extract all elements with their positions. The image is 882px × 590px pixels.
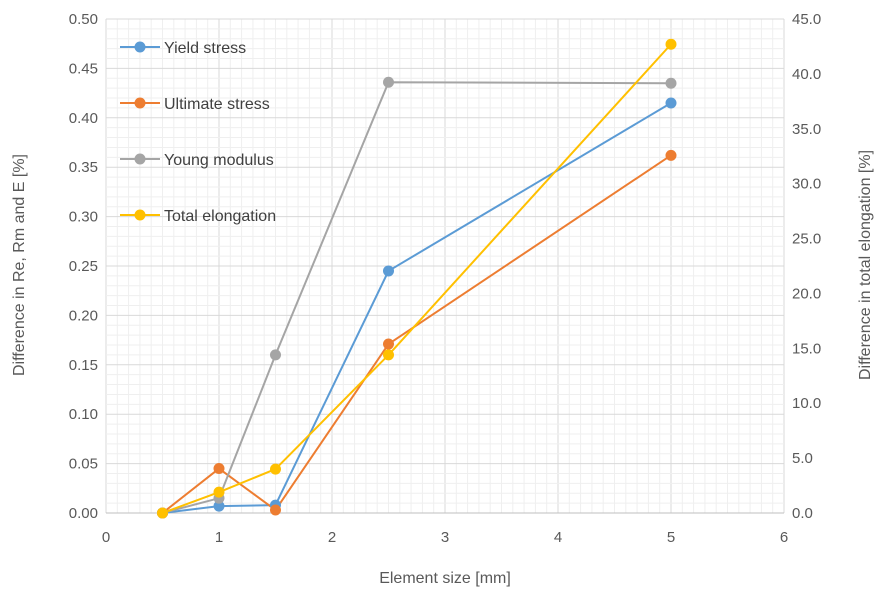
y2-tick-label: 5.0 [792, 450, 813, 467]
y2-tick-labels: 0.0 5.0 10.0 15.0 20.0 25.0 30.0 35.0 40.0 45.0 [792, 11, 821, 522]
total-elongation-point [270, 463, 281, 475]
legend-marker-yield-stress [134, 41, 146, 53]
legend-label-yield-stress: Yield stress [164, 40, 246, 57]
y2-axis-title: Difference in total elongation [%] [857, 150, 874, 380]
legend-marker-total-elongation [134, 209, 146, 221]
x-axis-title: Element size [mm] [379, 570, 511, 587]
y-tick-label: 0.15 [69, 357, 98, 374]
y-tick-label: 0.40 [69, 110, 98, 127]
total-elongation-point [383, 349, 394, 361]
y2-tick-label: 25.0 [792, 231, 821, 248]
x-tick-label: 6 [780, 529, 788, 546]
y-tick-label: 0.00 [69, 505, 98, 522]
y2-tick-label: 35.0 [792, 121, 821, 138]
y-tick-label: 0.45 [69, 60, 98, 77]
series-group [157, 38, 677, 519]
y-tick-label: 0.35 [69, 159, 98, 176]
x-tick-labels: 0 1 2 3 4 5 6 [102, 529, 788, 546]
y2-tick-label: 20.0 [792, 285, 821, 302]
x-tick-label: 3 [441, 529, 449, 546]
y2-tick-label: 10.0 [792, 395, 821, 412]
legend: Yield stress Ultimate stress Young modulus… [120, 40, 276, 225]
y-tick-label: 0.50 [69, 11, 98, 28]
total-elongation-point [665, 38, 677, 50]
y2-tick-label: 30.0 [792, 176, 821, 193]
ultimate-stress-point [383, 338, 394, 350]
ultimate-stress-point [213, 463, 225, 475]
y-tick-label: 0.05 [69, 456, 98, 473]
total-elongation-line [162, 43, 672, 514]
ultimate-stress-point [270, 504, 281, 516]
x-tick-label: 1 [215, 529, 223, 546]
yield-stress-point [213, 500, 225, 512]
legend-marker-ultimate-stress [134, 97, 146, 109]
young-modulus-point [270, 349, 281, 361]
yield-stress-point [383, 265, 394, 277]
young-modulus-point [665, 77, 677, 89]
yield-stress-point [665, 97, 677, 109]
total-elongation-point [213, 486, 225, 498]
y2-tick-label: 40.0 [792, 66, 821, 83]
x-tick-label: 4 [554, 529, 562, 546]
young-modulus-line [162, 81, 672, 514]
ultimate-stress-point [665, 149, 677, 161]
y-tick-label: 0.30 [69, 209, 98, 226]
legend-label-young-modulus: Young modulus [164, 152, 274, 169]
y2-tick-label: 15.0 [792, 340, 821, 357]
x-tick-label: 2 [328, 529, 336, 546]
gridlines [105, 18, 785, 514]
x-tick-label: 0 [102, 529, 110, 546]
y2-tick-label: 0.0 [792, 505, 813, 522]
y-tick-label: 0.10 [69, 406, 98, 423]
y-tick-label: 0.20 [69, 307, 98, 324]
x-tick-label: 5 [667, 529, 675, 546]
y-tick-label: 0.25 [69, 258, 98, 275]
legend-label-total-elongation: Total elongation [164, 208, 276, 225]
total-elongation-point [157, 507, 168, 519]
y2-tick-label: 45.0 [792, 11, 821, 28]
y-tick-labels: 0.00 0.05 0.10 0.15 0.20 0.25 0.30 0.35 0.40 0.45… [69, 11, 98, 522]
legend-label-ultimate-stress: Ultimate stress [164, 96, 270, 113]
young-modulus-point [383, 76, 394, 88]
y-axis-title: Difference in Re, Rm and E [%] [11, 154, 28, 376]
legend-marker-young-modulus [134, 153, 146, 165]
